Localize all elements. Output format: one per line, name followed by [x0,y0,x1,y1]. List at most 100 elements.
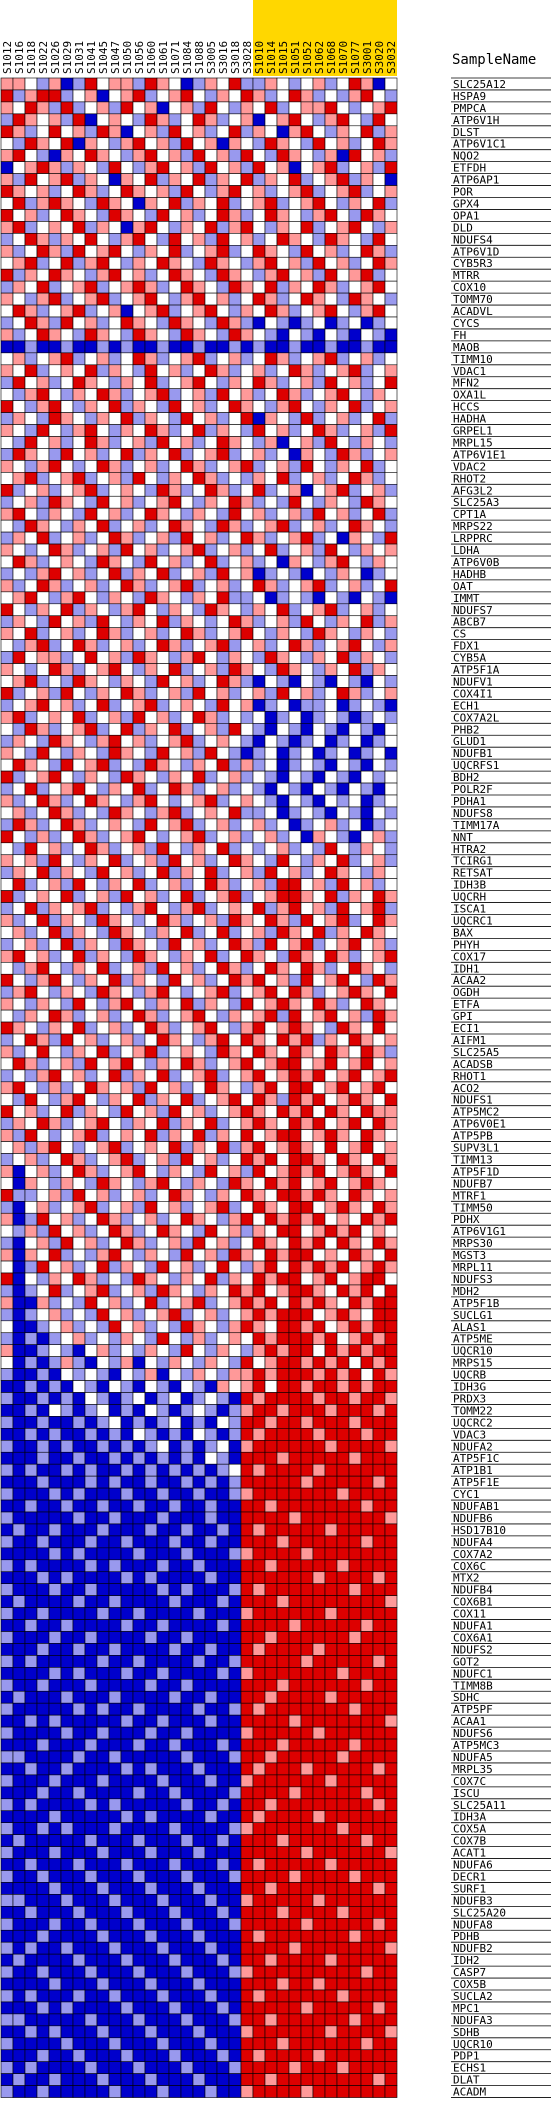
heatmap-cell [96,412,110,425]
heatmap-cell [48,854,62,867]
heatmap-cell [276,1081,290,1095]
heatmap-cell [108,1368,122,1381]
heatmap-cell [180,1009,194,1023]
heatmap-cell [60,1726,74,1740]
heatmap-cell [192,1499,206,1513]
heatmap-cell [336,878,350,891]
heatmap-cell [324,938,338,951]
heatmap-cell [72,209,86,222]
heatmap-cell [132,436,146,449]
heatmap-cell [288,1714,302,1728]
heatmap-cell [360,782,374,796]
heatmap-cell [24,472,38,485]
heatmap-cell [360,926,374,939]
heatmap-cell [384,1631,398,1644]
heatmap-cell [96,1224,110,1238]
heatmap-cell [132,1129,146,1142]
heatmap-cell [72,1559,86,1573]
heatmap-cell [240,1129,254,1142]
heatmap-cell [312,1511,326,1525]
heatmap-cell [336,1499,350,1513]
heatmap-cell [180,651,194,664]
heatmap-cell [132,1117,146,1130]
heatmap-cell [252,1356,266,1369]
heatmap-cell [336,1428,350,1441]
heatmap-cell [84,412,98,425]
heatmap-cell [360,400,374,413]
heatmap-cell [132,973,146,987]
heatmap-cell [192,842,206,856]
heatmap-cell [372,1822,386,1835]
heatmap-cell [96,1129,110,1142]
heatmap-cell [348,1475,362,1489]
heatmap-cell [276,1750,290,1764]
heatmap-cell [228,1786,242,1800]
heatmap-cell [156,221,170,234]
heatmap-cell [156,412,170,425]
heatmap-cell [252,1750,266,1764]
heatmap-cell [168,424,182,437]
heatmap-cell [204,1428,218,1441]
heatmap-cell [144,472,158,485]
heatmap-cell [372,818,386,832]
heatmap-cell [132,1774,146,1788]
heatmap-cell [288,1368,302,1381]
heatmap-cell [288,1786,302,1800]
heatmap-cell [0,1296,14,1310]
heatmap-cell [36,1332,50,1345]
heatmap-cell [72,149,86,162]
heatmap-cell [36,1523,50,1537]
heatmap-cell [300,1141,314,1154]
heatmap-cell [36,639,50,652]
heatmap-cell [84,543,98,557]
heatmap-cell [216,1428,230,1441]
heatmap-cell [204,1320,218,1334]
heatmap-cell [348,1511,362,1525]
heatmap-cell [120,938,134,951]
heatmap-cell [12,830,26,844]
heatmap-cell [36,734,50,748]
heatmap-cell [96,555,110,569]
heatmap-cell [348,842,362,856]
heatmap-cell [96,1021,110,1035]
heatmap-cell [48,1643,62,1656]
heatmap-cell [36,1260,50,1274]
heatmap-cell [348,1798,362,1812]
heatmap-cell [36,376,50,389]
heatmap-cell [216,1463,230,1477]
heatmap-cell [384,316,398,330]
heatmap-cell [108,663,122,676]
sample-header-bg [85,0,97,76]
heatmap-cell [120,1212,134,1226]
heatmap-cell [168,149,182,162]
heatmap-cell [288,543,302,557]
heatmap-cell [300,352,314,366]
heatmap-cell [192,436,206,449]
heatmap-cell [108,1201,122,1214]
heatmap-cell [324,173,338,186]
heatmap-cell [204,818,218,832]
heatmap-cell [384,842,398,856]
heatmap-cell [108,1296,122,1310]
sample-label: S1015 [277,41,290,74]
heatmap-cell [120,1224,134,1238]
heatmap-cell [312,268,326,282]
heatmap-cell [348,830,362,844]
heatmap-cell [384,1463,398,1477]
heatmap-cell [96,1236,110,1250]
heatmap-cell [360,173,374,186]
heatmap-cell [180,902,194,915]
heatmap-cell [48,651,62,664]
heatmap-cell [348,1332,362,1345]
heatmap-cell [168,1523,182,1537]
heatmap-cell [156,985,170,999]
heatmap-cell [60,161,74,174]
heatmap-cell [156,758,170,772]
heatmap-cell [96,1392,110,1405]
heatmap-cell [204,1416,218,1429]
heatmap-cell [60,1786,74,1800]
heatmap-cell [276,734,290,748]
heatmap-cell [108,1726,122,1740]
heatmap-cell [204,1846,218,1859]
heatmap-cell [0,1069,14,1083]
